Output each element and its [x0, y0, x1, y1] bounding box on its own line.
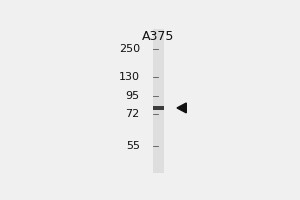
- Bar: [153, 106, 164, 110]
- Text: A375: A375: [142, 30, 175, 43]
- Text: 130: 130: [119, 72, 140, 82]
- Polygon shape: [177, 103, 186, 113]
- Bar: [153, 29, 164, 173]
- Text: 250: 250: [119, 44, 140, 54]
- Text: 72: 72: [126, 109, 140, 119]
- Text: 95: 95: [126, 91, 140, 101]
- Text: 55: 55: [126, 141, 140, 151]
